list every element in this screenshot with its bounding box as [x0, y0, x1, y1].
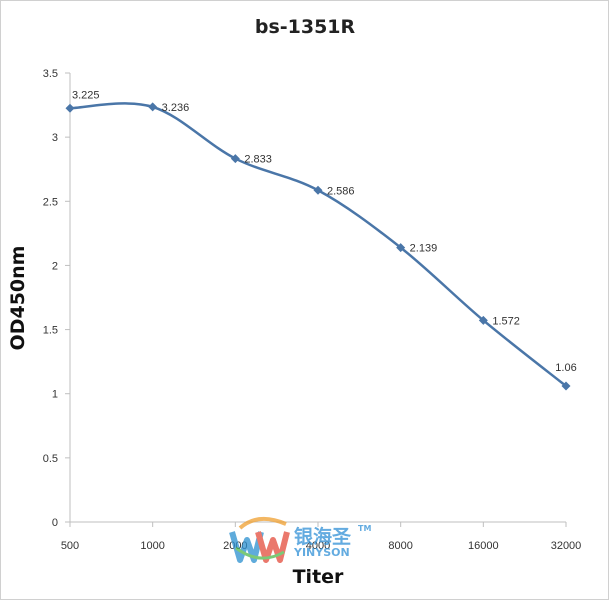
- y-tick-label: 3: [52, 132, 58, 144]
- data-label: 1.06: [555, 362, 576, 374]
- watermark: 银海圣 TM YINYSON: [229, 516, 371, 563]
- data-labels: 3.225 3.236 2.833 2.586 2.139 1.572 1.06: [72, 89, 577, 374]
- data-label: 2.833: [244, 154, 272, 166]
- x-tick-label: 4000: [306, 540, 330, 552]
- watermark-cn-text: 银海圣: [294, 525, 352, 548]
- y-tick-label: 1: [52, 389, 58, 401]
- data-point: [478, 315, 488, 325]
- series-group: [65, 102, 571, 391]
- y-tick-labels: 0 0.5 1 1.5 2 2.5 3 3.5: [43, 68, 58, 529]
- data-point: [396, 243, 406, 253]
- x-tick-label: 8000: [388, 540, 412, 552]
- y-tick-label: 3.5: [43, 68, 58, 80]
- data-point: [561, 381, 571, 391]
- y-tick-label: 0: [52, 517, 58, 529]
- data-label: 2.139: [410, 243, 438, 255]
- y-tick-label: 0.5: [43, 453, 58, 465]
- chart-title: bs-1351R: [255, 16, 356, 38]
- x-tick-label: 32000: [551, 540, 582, 552]
- watermark-en-text: YINYSON: [293, 546, 350, 559]
- axes: [65, 72, 567, 527]
- data-point: [230, 154, 240, 164]
- data-label: 3.225: [72, 89, 100, 101]
- x-tick-label: 1000: [140, 540, 164, 552]
- data-label: 2.586: [327, 185, 355, 197]
- data-label: 1.572: [492, 315, 520, 327]
- x-tick-label: 16000: [468, 540, 499, 552]
- watermark-tm: TM: [358, 524, 371, 533]
- x-axis-title: Titer: [293, 566, 344, 588]
- data-point: [65, 103, 75, 113]
- data-label: 3.236: [162, 102, 190, 114]
- x-tick-label: 500: [61, 540, 79, 552]
- y-axis-title: OD450nm: [7, 246, 29, 351]
- data-point: [313, 185, 323, 195]
- data-point: [148, 102, 158, 112]
- y-tick-label: 1.5: [43, 325, 58, 337]
- y-tick-label: 2: [52, 260, 58, 272]
- series-line: [69, 102, 567, 387]
- y-tick-label: 2.5: [43, 196, 58, 208]
- watermark-logo-icon: [229, 516, 290, 563]
